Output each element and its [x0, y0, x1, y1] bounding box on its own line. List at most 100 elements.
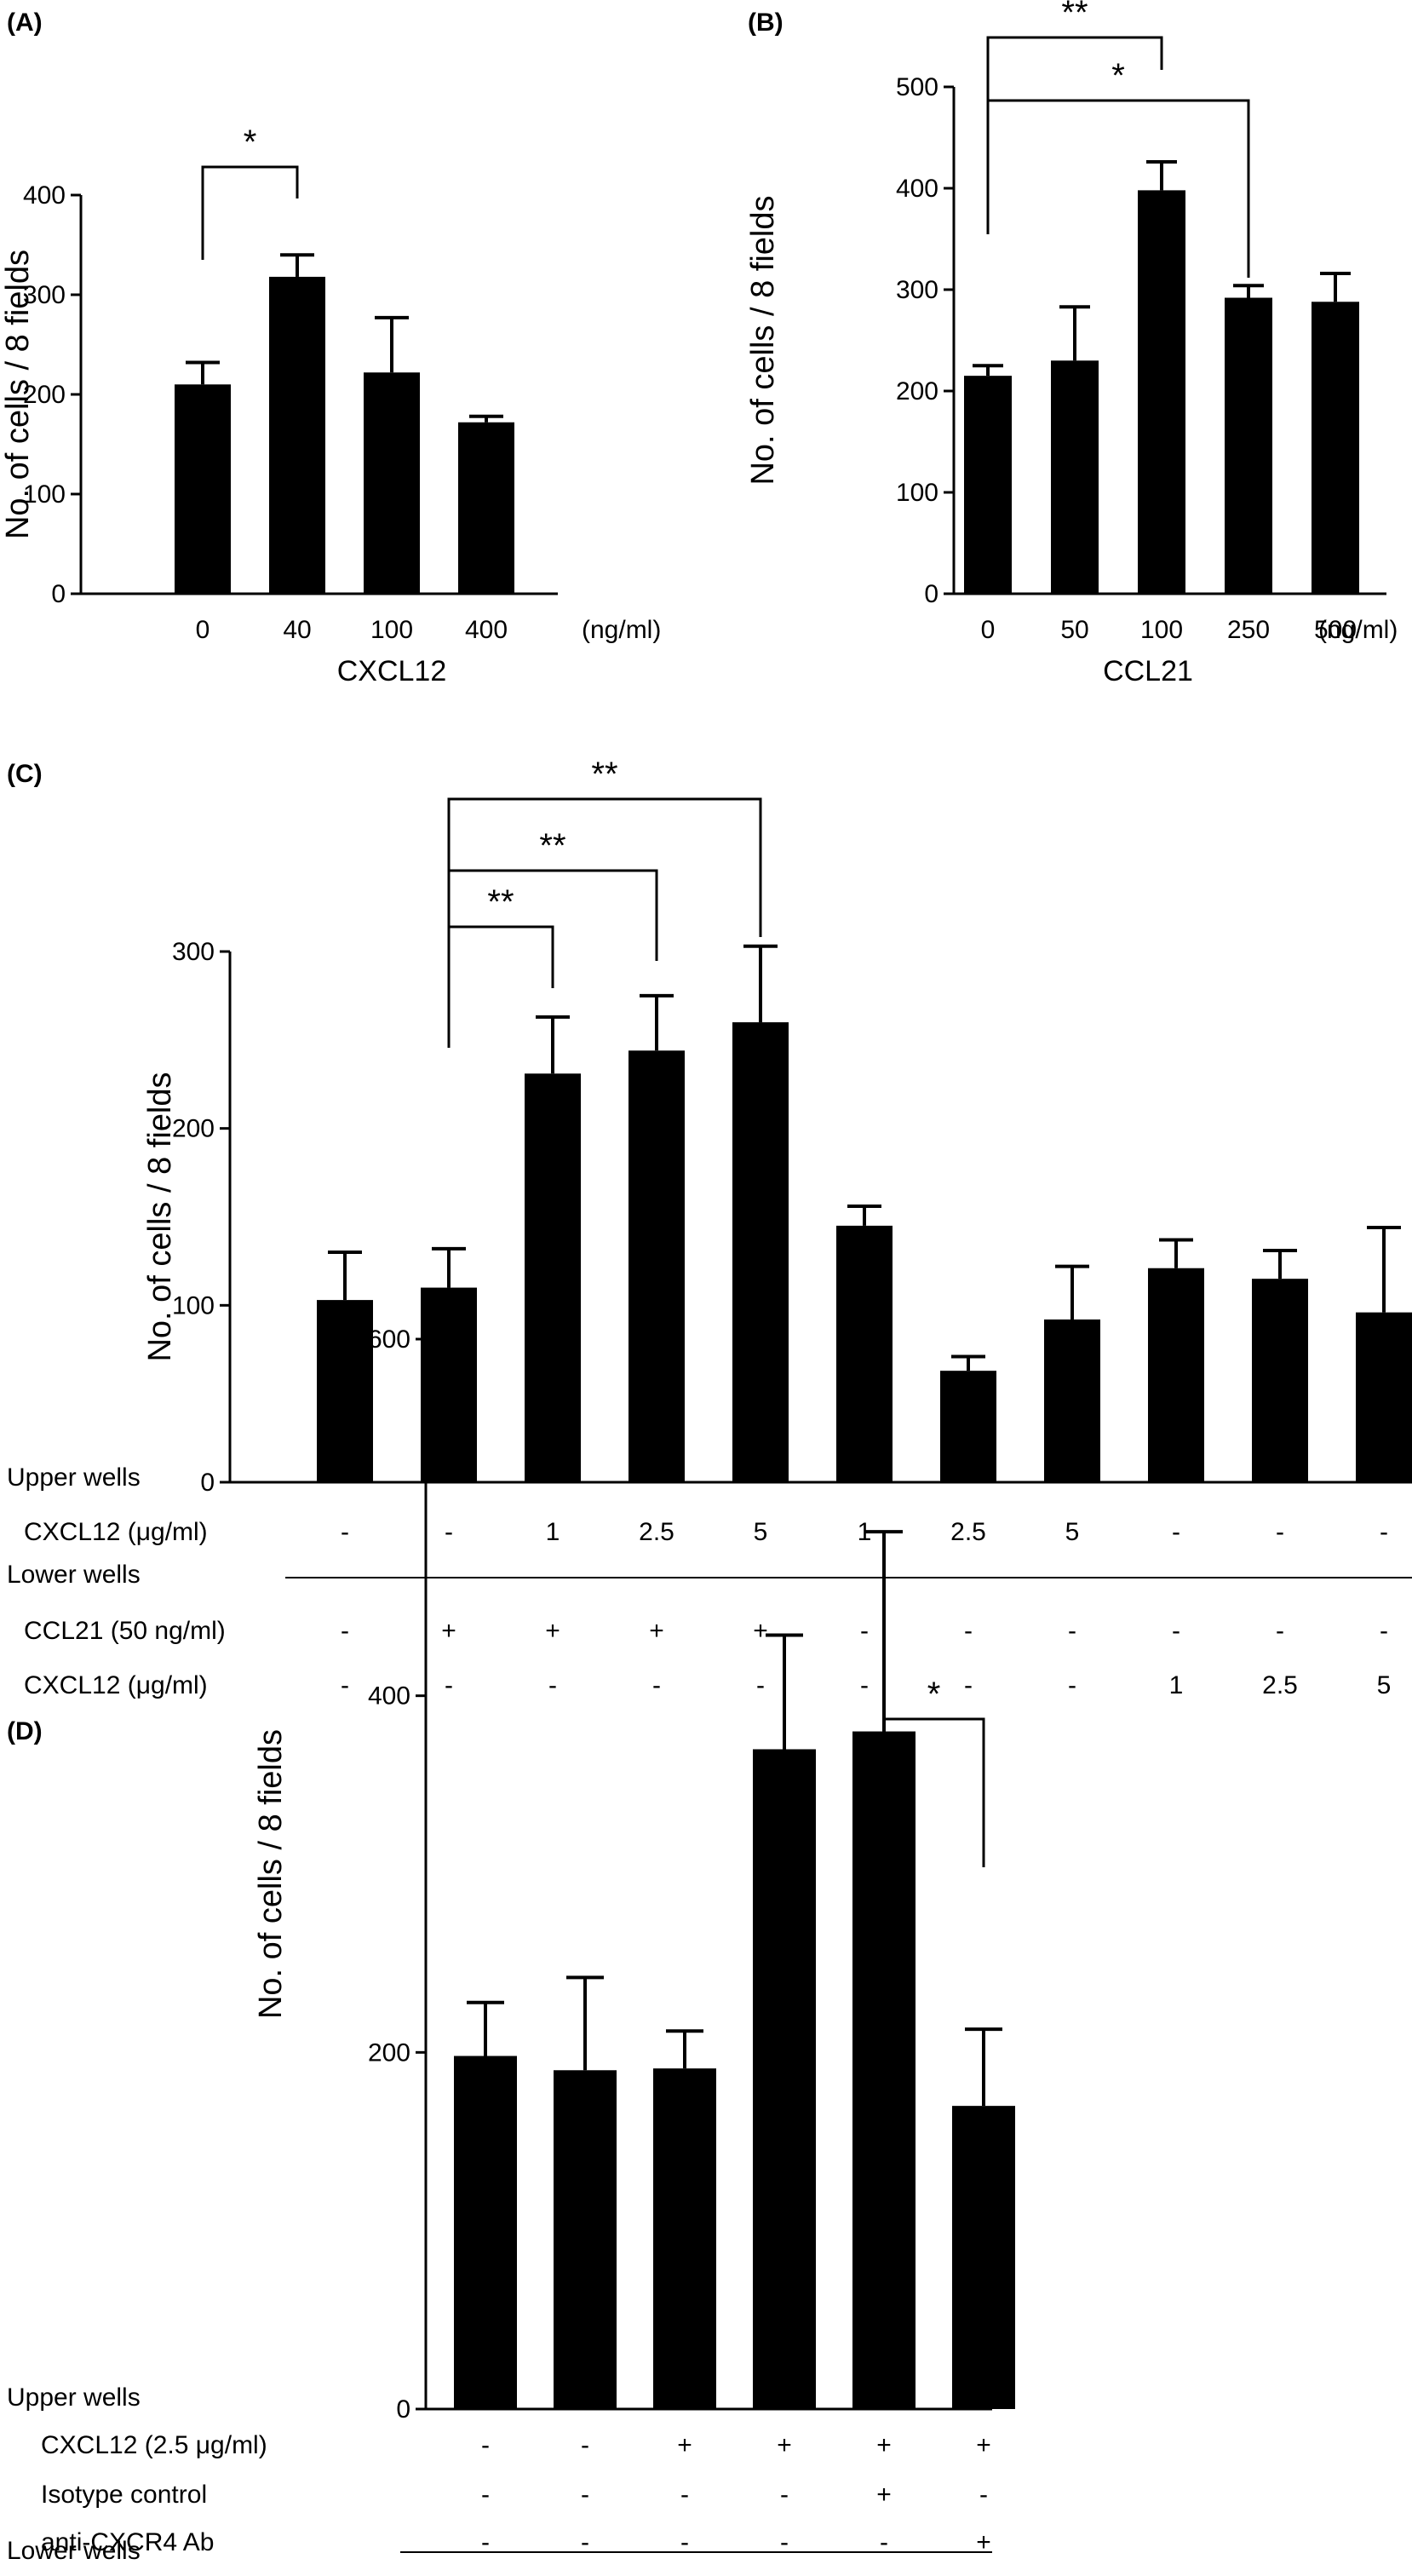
- condition-cell: -: [581, 2481, 589, 2509]
- y-tick-label: 400: [23, 181, 66, 210]
- bar: [364, 372, 420, 594]
- condition-cell: -: [652, 1671, 661, 1699]
- y-tick-label: 100: [896, 479, 938, 507]
- panel-c-label: (C): [7, 760, 43, 788]
- significance-marker: **: [539, 827, 565, 865]
- condition-cell: 2.5: [950, 1518, 986, 1546]
- x-tick-label: 0: [196, 616, 210, 644]
- bar: [554, 2070, 617, 2409]
- condition-cell: +: [545, 1617, 560, 1645]
- condition-cell: 1: [546, 1518, 560, 1546]
- lower-wells-header: Lower wells: [7, 2537, 141, 2565]
- condition-cell: -: [548, 1671, 557, 1699]
- bar: [525, 1073, 581, 1482]
- x-tick-label: 100: [1140, 616, 1183, 644]
- significance-marker: *: [244, 124, 257, 161]
- condition-row-label: CCL21 (50 ng/ml): [24, 1617, 226, 1645]
- condition-cell: -: [780, 2481, 789, 2509]
- condition-cell: +: [876, 2481, 892, 2509]
- condition-cell: 2.5: [1262, 1671, 1298, 1699]
- panel-a-chart: 0 100 200 300 400 No. of cells / 8 fields 0 40 1…: [0, 124, 661, 687]
- y-tick-label: 100: [23, 480, 66, 509]
- significance-bracket: [986, 99, 1250, 278]
- panel-d-label: (D): [7, 1717, 43, 1745]
- bar: [940, 1371, 996, 1482]
- x-tick-label: 50: [1060, 616, 1088, 644]
- y-tick-label: 300: [23, 281, 66, 309]
- significance-bracket: [447, 797, 762, 1048]
- condition-cell: -: [860, 1671, 869, 1699]
- condition-cell: -: [341, 1671, 349, 1699]
- condition-cell: -: [581, 2431, 589, 2459]
- condition-cell: -: [481, 2528, 490, 2556]
- upper-wells-header: Upper wells: [7, 2383, 141, 2412]
- x-tick-label: 40: [283, 616, 311, 644]
- x-tick-label: 250: [1227, 616, 1270, 644]
- x-tick-label: 100: [370, 616, 413, 644]
- lower-wells-header: Lower wells: [7, 1561, 141, 1589]
- condition-row-label: Isotype control: [41, 2481, 207, 2509]
- y-axis-title: No. of cells / 8 fields: [745, 195, 781, 485]
- condition-cell: 1: [858, 1518, 872, 1546]
- condition-cell: 2.5: [639, 1518, 674, 1546]
- condition-cell: -: [964, 1617, 973, 1645]
- condition-cell: -: [445, 1671, 453, 1699]
- condition-cell: +: [976, 2431, 991, 2459]
- condition-cell: -: [1068, 1617, 1076, 1645]
- condition-cell: -: [680, 2481, 689, 2509]
- y-tick-label: 300: [896, 276, 938, 304]
- condition-cell: +: [753, 1617, 768, 1645]
- bar: [964, 376, 1012, 594]
- bar: [454, 2056, 517, 2409]
- significance-marker: **: [591, 756, 617, 793]
- condition-cell: +: [677, 2431, 692, 2459]
- significance-marker: *: [927, 1676, 941, 1713]
- condition-cell: -: [1172, 1617, 1180, 1645]
- bar: [1312, 302, 1359, 594]
- y-tick-label: 0: [200, 1469, 215, 1497]
- y-tick-label: 600: [368, 1325, 410, 1354]
- y-tick-label: 200: [368, 2038, 410, 2067]
- condition-cell: -: [880, 2528, 888, 2556]
- panel-a-label: (A): [7, 9, 43, 37]
- bar: [1225, 297, 1272, 594]
- significance-bracket: [882, 1717, 985, 1867]
- condition-cell: +: [876, 2431, 892, 2459]
- bar: [1051, 360, 1099, 594]
- y-axis-title: No. of cells / 8 fields: [142, 1072, 178, 1361]
- condition-cell: -: [756, 1671, 765, 1699]
- x-tick-label: 0: [981, 616, 996, 644]
- x-axis-title: CCL21: [1103, 655, 1193, 687]
- bar: [1356, 1312, 1412, 1482]
- y-tick-label: 300: [172, 938, 215, 966]
- condition-cell: -: [1068, 1671, 1076, 1699]
- condition-cell: -: [481, 2431, 490, 2459]
- bar: [732, 1022, 789, 1482]
- significance-marker: **: [487, 883, 514, 921]
- y-tick-label: 0: [396, 2395, 410, 2424]
- condition-cell: 5: [754, 1518, 768, 1546]
- y-tick-label: 500: [896, 73, 938, 101]
- significance-bracket: [447, 925, 554, 1048]
- x-tick-label: 400: [465, 616, 508, 644]
- condition-cell: -: [581, 2528, 589, 2556]
- condition-cell: +: [777, 2431, 792, 2459]
- bar: [175, 384, 231, 594]
- bar: [1138, 190, 1185, 594]
- condition-cell: -: [979, 2481, 988, 2509]
- panel-c-chart: 0 100 200 300 No. of cells / 8 fields ** ** ** U…: [7, 756, 1412, 1699]
- y-tick-label: 0: [924, 580, 938, 608]
- bar: [753, 1749, 816, 2409]
- x-axis-unit: (ng/ml): [582, 616, 661, 644]
- y-tick-label: 0: [51, 580, 66, 608]
- bar: [653, 2068, 716, 2409]
- condition-cell: -: [445, 1518, 453, 1546]
- condition-cell: +: [441, 1617, 456, 1645]
- x-axis-unit: (ng/ml): [1318, 616, 1398, 644]
- bar: [317, 1300, 373, 1482]
- x-tick-label: 500: [1314, 616, 1357, 644]
- condition-cell: -: [860, 1617, 869, 1645]
- panel-b-label: (B): [748, 9, 783, 37]
